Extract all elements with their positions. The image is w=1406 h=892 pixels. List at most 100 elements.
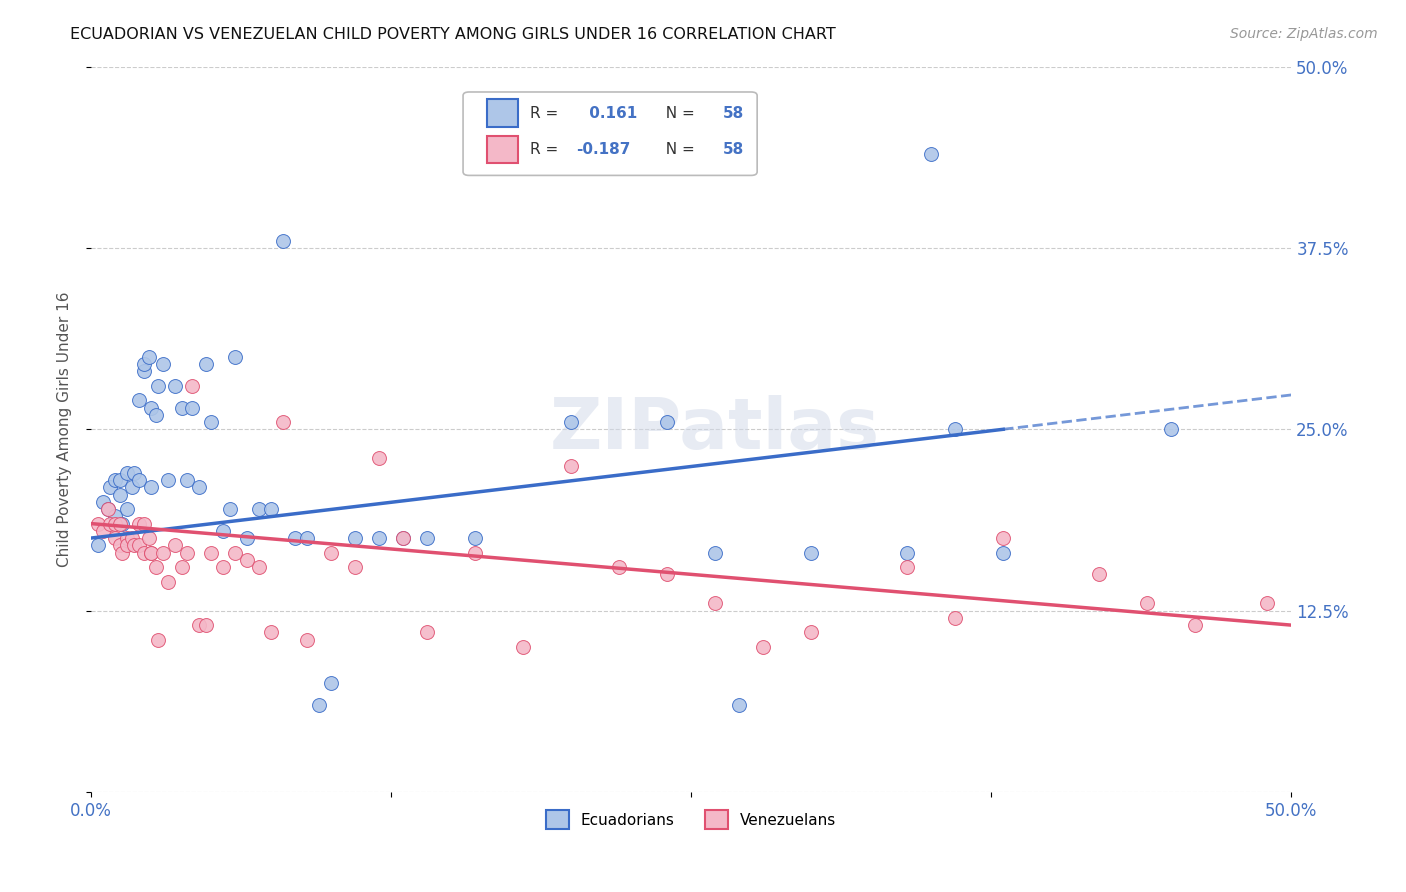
Point bbox=[97, 502, 120, 516]
Point bbox=[368, 531, 391, 545]
Text: R =: R = bbox=[530, 105, 564, 120]
Point bbox=[91, 495, 114, 509]
Point bbox=[180, 401, 202, 415]
Point bbox=[104, 516, 127, 531]
Point bbox=[368, 451, 391, 466]
Point bbox=[993, 531, 1015, 545]
Point bbox=[115, 531, 138, 545]
Point bbox=[108, 487, 131, 501]
Point bbox=[655, 415, 678, 429]
Point bbox=[139, 545, 162, 559]
Text: R =: R = bbox=[530, 142, 564, 157]
Point bbox=[146, 632, 169, 647]
Point bbox=[195, 618, 218, 632]
Point bbox=[512, 146, 534, 161]
Point bbox=[121, 480, 143, 494]
Text: ZIPatlas: ZIPatlas bbox=[550, 395, 880, 464]
Point bbox=[464, 545, 486, 559]
Point bbox=[247, 502, 270, 516]
Point bbox=[146, 378, 169, 392]
Point bbox=[752, 640, 775, 654]
Text: -0.187: -0.187 bbox=[576, 142, 630, 157]
Point bbox=[200, 545, 222, 559]
Point bbox=[139, 401, 162, 415]
Text: 58: 58 bbox=[723, 105, 744, 120]
Point bbox=[392, 531, 415, 545]
Point bbox=[195, 357, 218, 371]
Point bbox=[295, 632, 318, 647]
FancyBboxPatch shape bbox=[463, 92, 758, 176]
Point bbox=[115, 538, 138, 552]
Point bbox=[224, 350, 246, 364]
Point bbox=[138, 350, 160, 364]
Point bbox=[121, 531, 143, 545]
Point bbox=[104, 473, 127, 487]
Point bbox=[271, 415, 294, 429]
Point bbox=[344, 560, 367, 574]
Point bbox=[180, 378, 202, 392]
Y-axis label: Child Poverty Among Girls Under 16: Child Poverty Among Girls Under 16 bbox=[58, 292, 72, 567]
Text: 0.161: 0.161 bbox=[585, 105, 637, 120]
Point bbox=[236, 553, 259, 567]
Point bbox=[138, 531, 160, 545]
Point bbox=[145, 560, 167, 574]
Point bbox=[943, 611, 966, 625]
Point bbox=[132, 357, 155, 371]
Point bbox=[163, 538, 186, 552]
Point bbox=[260, 502, 283, 516]
Point bbox=[122, 538, 145, 552]
Text: 58: 58 bbox=[723, 142, 744, 157]
Point bbox=[176, 473, 198, 487]
Point bbox=[1184, 618, 1206, 632]
Point bbox=[115, 466, 138, 480]
Point bbox=[163, 378, 186, 392]
Point bbox=[728, 698, 751, 712]
Point bbox=[344, 531, 367, 545]
Text: Source: ZipAtlas.com: Source: ZipAtlas.com bbox=[1230, 27, 1378, 41]
Point bbox=[104, 531, 127, 545]
Point bbox=[295, 531, 318, 545]
Point bbox=[920, 146, 942, 161]
Point bbox=[800, 625, 823, 640]
Legend: Ecuadorians, Venezuelans: Ecuadorians, Venezuelans bbox=[540, 805, 842, 835]
Point bbox=[188, 618, 211, 632]
Point bbox=[512, 640, 534, 654]
Point bbox=[219, 502, 242, 516]
Point bbox=[308, 698, 330, 712]
Point bbox=[943, 422, 966, 436]
Point bbox=[607, 560, 630, 574]
Point bbox=[132, 364, 155, 378]
Point bbox=[260, 625, 283, 640]
Point bbox=[1136, 596, 1159, 610]
Point bbox=[896, 560, 918, 574]
Point bbox=[896, 545, 918, 559]
Point bbox=[800, 545, 823, 559]
Point bbox=[104, 509, 127, 524]
Point bbox=[91, 524, 114, 538]
Point bbox=[560, 458, 582, 473]
Point bbox=[172, 560, 194, 574]
Point bbox=[704, 545, 727, 559]
Point bbox=[993, 545, 1015, 559]
Point bbox=[97, 502, 120, 516]
Point bbox=[188, 480, 211, 494]
Point bbox=[1256, 596, 1278, 610]
Text: N =: N = bbox=[657, 142, 700, 157]
Point bbox=[212, 524, 235, 538]
Point bbox=[128, 538, 150, 552]
Point bbox=[271, 234, 294, 248]
Point bbox=[236, 531, 259, 545]
Point bbox=[319, 676, 342, 690]
Point bbox=[464, 531, 486, 545]
Point bbox=[560, 415, 582, 429]
Point bbox=[172, 401, 194, 415]
Text: N =: N = bbox=[657, 105, 700, 120]
Point bbox=[1088, 567, 1111, 582]
Point bbox=[139, 480, 162, 494]
Point bbox=[152, 357, 174, 371]
Point bbox=[176, 545, 198, 559]
Point bbox=[416, 531, 439, 545]
Point bbox=[156, 574, 179, 589]
Point bbox=[247, 560, 270, 574]
Point bbox=[98, 480, 121, 494]
